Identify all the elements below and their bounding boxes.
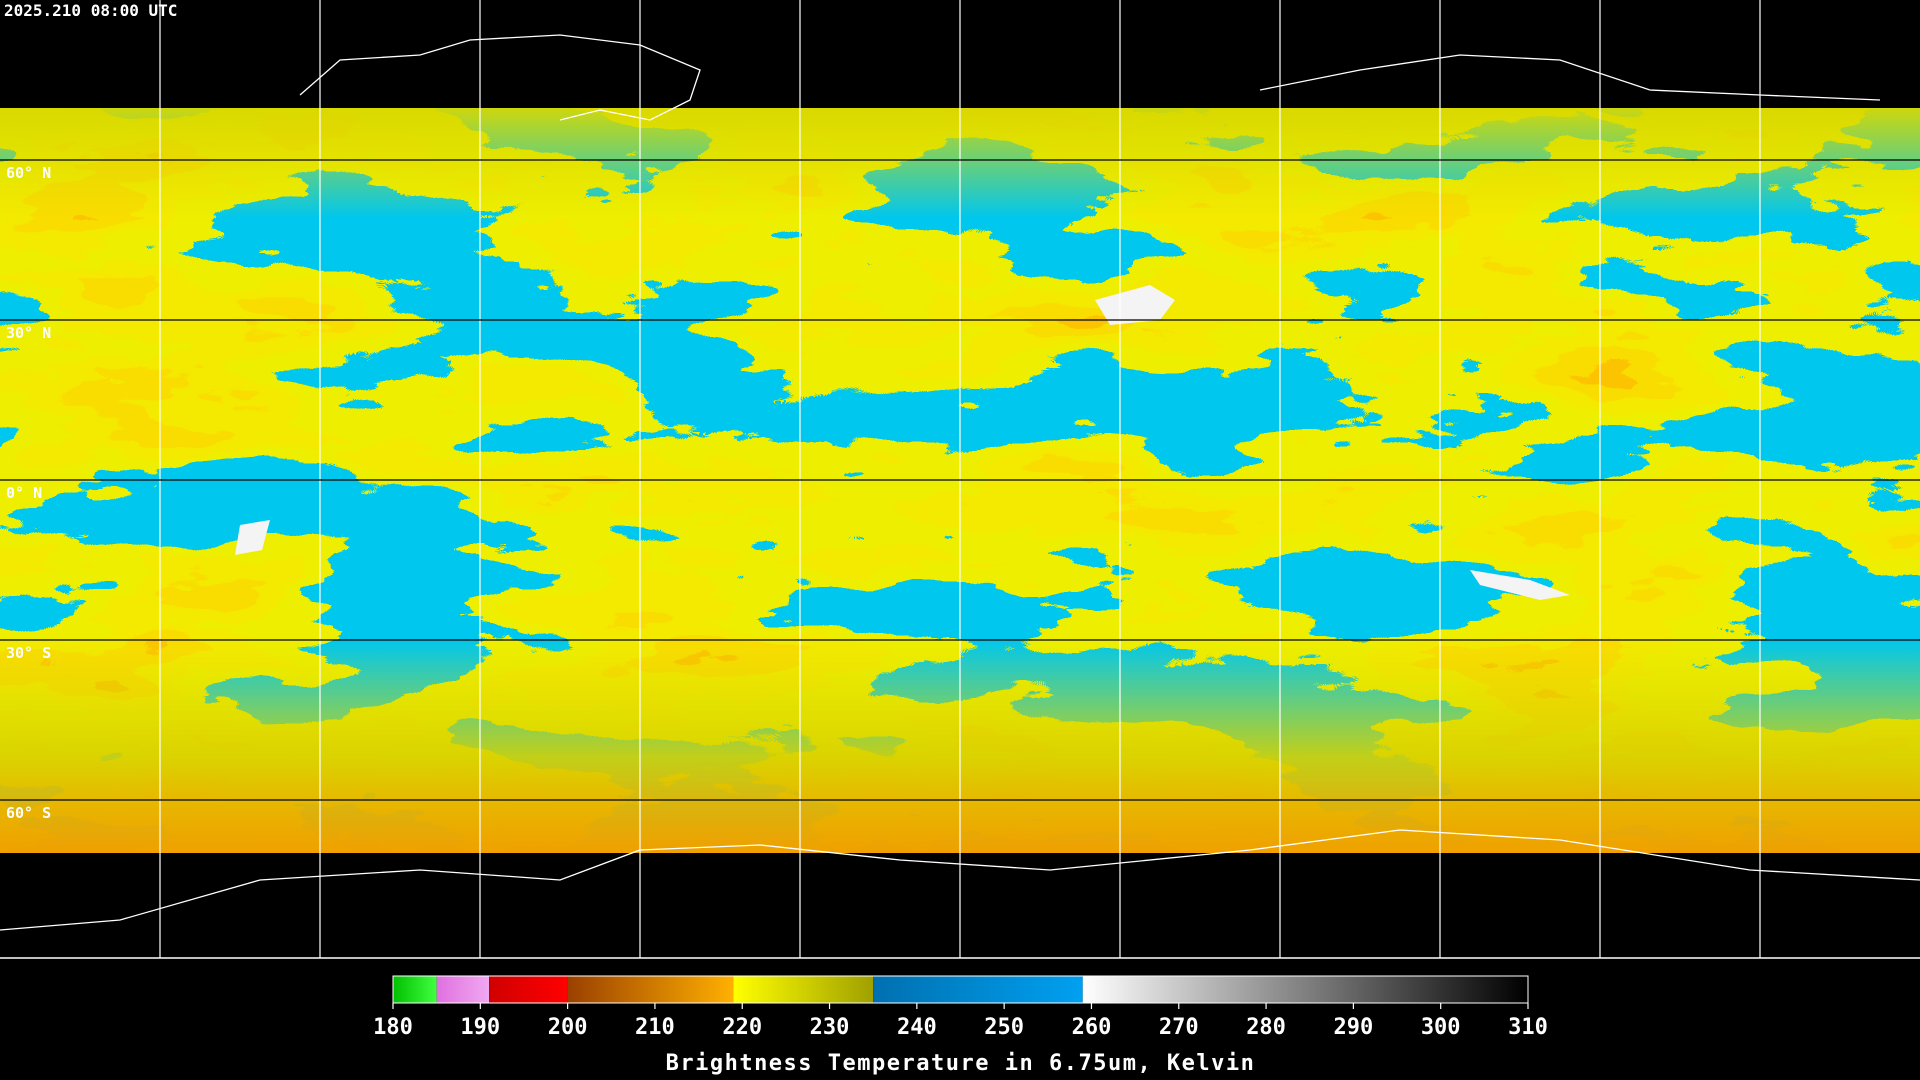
colorbar-tick-label: 250 — [984, 1015, 1024, 1040]
colorbar-tick-label: 290 — [1334, 1015, 1374, 1040]
warm-patch — [1095, 285, 1175, 325]
warm-patch — [1470, 570, 1570, 600]
colorbar-tick-label: 270 — [1159, 1015, 1199, 1040]
colorbar-tick-label: 210 — [635, 1015, 675, 1040]
lat-label: 30° S — [6, 644, 51, 662]
colorbar-segment — [393, 976, 437, 1003]
colorbar: 180 190 200 210 220 230 240 250 260 270 280 290 300 3… — [373, 975, 1548, 1076]
lat-label: 30° N — [6, 324, 51, 342]
colorbar-tick-label: 280 — [1246, 1015, 1286, 1040]
colorbar-segment — [873, 976, 1083, 1003]
colorbar-segment — [436, 976, 490, 1003]
colorbar-title: Brightness Temperature in 6.75um, Kelvin — [666, 1051, 1256, 1076]
colorbar-segment — [1082, 976, 1528, 1003]
colorbar-tick-label: 230 — [810, 1015, 850, 1040]
graticule — [0, 0, 1920, 959]
colorbar-tick-label: 310 — [1508, 1015, 1548, 1040]
lat-label: 60° S — [6, 804, 51, 822]
coastline — [0, 829, 1920, 931]
colorbar-tick-label: 190 — [460, 1015, 500, 1040]
timestamp: 2025.210 08:00 UTC — [4, 1, 177, 20]
colorbar-segment — [489, 976, 568, 1003]
colorbar-tick-label: 240 — [897, 1015, 937, 1040]
colorbar-tick-label: 220 — [722, 1015, 762, 1040]
colorbar-segment — [733, 976, 874, 1003]
colorbar-tick-label: 180 — [373, 1015, 413, 1040]
lat-label: 60° N — [6, 164, 51, 182]
colorbar-tick-label: 260 — [1072, 1015, 1112, 1040]
colorbar-segment — [567, 976, 734, 1003]
colorbar-tick-label: 200 — [548, 1015, 588, 1040]
warm-patch — [235, 520, 270, 555]
lat-label: 0° N — [6, 484, 42, 502]
lat-labels: 60° N 30° N 0° N 30° S 60° S — [6, 164, 51, 822]
colorbar-frame — [392, 975, 1529, 1004]
coastline — [1259, 54, 1881, 101]
colorbar-tick-label: 300 — [1421, 1015, 1461, 1040]
